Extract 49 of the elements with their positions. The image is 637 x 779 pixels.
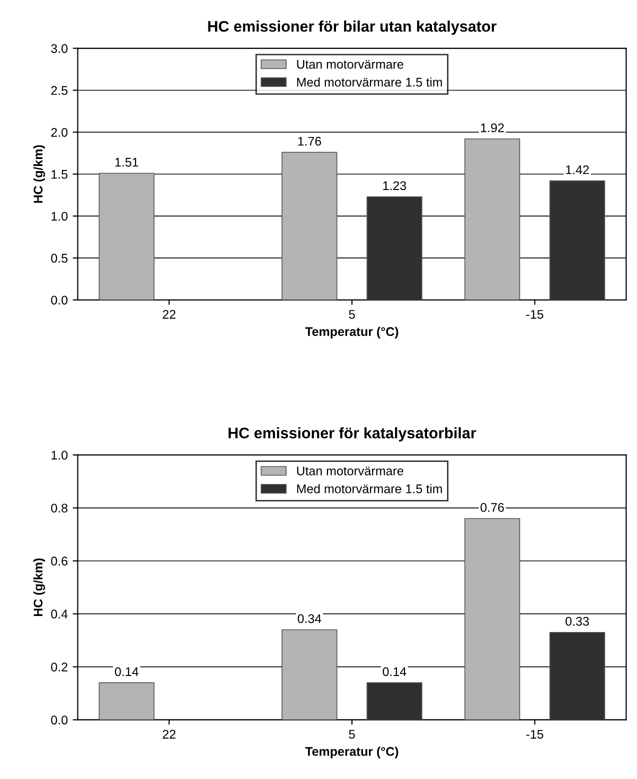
bar — [549, 180, 606, 300]
bar — [464, 138, 520, 300]
x-tick-label: -15 — [526, 730, 544, 739]
y-axis-title: HC (g/km) — [33, 145, 46, 203]
y-tick-label: 0.0 — [51, 296, 68, 305]
bar — [282, 152, 338, 300]
data-label: 0.14 — [114, 667, 138, 676]
chart-title: HC emissioner för bilar utan katalysator — [208, 20, 496, 35]
bar — [98, 172, 154, 300]
x-axis-title: Temperatur (°C) — [305, 326, 398, 338]
x-tick-label: 5 — [348, 730, 355, 739]
legend-label: Med motorvärmare 1.5 tim — [297, 77, 442, 87]
bar — [98, 682, 154, 720]
x-axis-title: Temperatur (°C) — [305, 746, 398, 758]
y-tick-label: 1.0 — [52, 212, 68, 221]
legend-label: Utan motorvärmare — [297, 466, 404, 476]
y-tick-label: 0.8 — [51, 504, 68, 513]
x-tick-label: 22 — [162, 310, 176, 319]
y-tick-label: 0.0 — [51, 716, 68, 724]
x-tick-label: -15 — [526, 310, 544, 319]
data-label: 0.33 — [566, 616, 589, 626]
bar — [549, 632, 606, 720]
y-tick-label: 0.6 — [51, 556, 68, 566]
y-tick-label: 0.4 — [51, 610, 68, 619]
bar — [464, 518, 520, 720]
y-tick-label: 0.5 — [51, 254, 68, 263]
data-label: 1.42 — [566, 165, 589, 174]
y-tick-label: 1.5 — [52, 170, 68, 179]
x-tick-label: 5 — [348, 310, 355, 319]
y-tick-label: 1.0 — [52, 450, 68, 460]
data-label: 1.76 — [298, 136, 322, 146]
data-label: 0.76 — [480, 503, 504, 512]
bar — [366, 196, 422, 300]
y-axis-title: HC (g/km) — [33, 558, 46, 616]
data-label: 1.23 — [383, 181, 406, 190]
bar — [282, 629, 338, 720]
y-tick-label: 2.5 — [51, 86, 68, 95]
chart-title: HC emissioner för katalysatorbilar — [228, 427, 476, 442]
x-tick-label: 22 — [162, 730, 176, 739]
y-tick-label: 2.0 — [51, 128, 68, 137]
data-label: 1.51 — [115, 158, 138, 167]
bar — [366, 682, 422, 720]
legend-label: Med motorvärmare 1.5 tim — [297, 484, 442, 494]
data-label: 0.14 — [382, 667, 406, 676]
legend-label: Utan motorvärmare — [297, 60, 404, 69]
y-tick-label: 3.0 — [51, 44, 68, 53]
y-tick-label: 0.2 — [51, 662, 68, 672]
data-label: 1.92 — [481, 123, 504, 132]
data-label: 0.34 — [298, 614, 322, 624]
